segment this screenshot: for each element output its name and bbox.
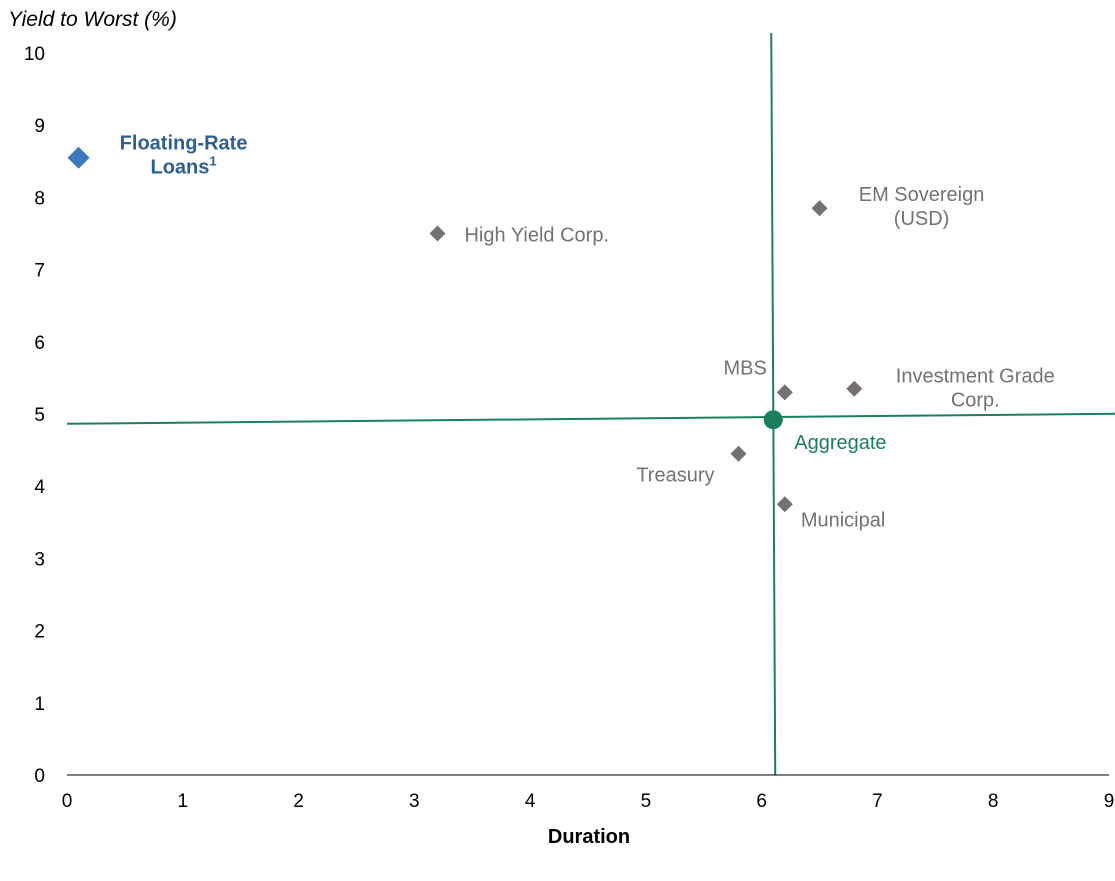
reference-line-horizontal [66,412,1115,425]
y-tick-label: 1 [34,694,45,715]
label-municipal: Municipal [801,509,885,531]
label-floating-rate-loans: Floating-Rate Loans1 [120,133,248,179]
y-tick-label: 7 [34,261,45,282]
y-axis-title: Yield to Worst (%) [8,8,177,31]
x-tick-label: 3 [409,791,420,812]
x-tick-labels: 0 1 2 3 4 5 6 7 8 9 [62,791,1115,812]
label-mbs: MBS [723,357,766,379]
x-tick-label: 1 [177,791,188,812]
x-tick-label: 0 [62,791,73,812]
x-tick-label: 5 [641,791,652,812]
x-tick-label: 6 [756,791,767,812]
y-tick-label: 4 [34,477,45,498]
x-tick-label: 9 [1104,791,1115,812]
label-high-yield-corp: High Yield Corp. [464,225,609,247]
y-tick-label: 0 [34,766,45,787]
y-tick-labels: 0 1 2 3 4 5 6 7 8 9 10 [24,44,46,787]
reference-lines [66,32,1115,776]
x-tick-label: 4 [525,791,536,812]
reference-line-vertical [770,32,777,776]
x-tick-label: 7 [872,791,883,812]
data-points [67,146,863,513]
y-tick-label: 8 [34,188,45,209]
point-high-yield-corp [429,225,446,242]
label-treasury: Treasury [636,465,714,487]
y-tick-label: 3 [34,549,45,570]
point-mbs [776,384,793,401]
point-floating-rate-loans [67,146,90,169]
point-labels: Floating-Rate Loans1 High Yield Corp. EM So… [120,133,1055,532]
label-investment-grade-corp: Investment Grade Corp. [896,366,1055,412]
x-axis-title: Duration [548,826,630,848]
point-investment-grade-corp [846,380,863,397]
label-aggregate: Aggregate [794,432,886,454]
y-tick-label: 5 [34,405,45,426]
y-tick-label: 2 [34,622,45,643]
x-tick-label: 8 [988,791,999,812]
point-municipal [776,496,793,513]
x-tick-label: 2 [293,791,304,812]
point-em-sovereign-usd [811,200,828,217]
y-tick-label: 10 [24,44,45,65]
y-tick-label: 9 [34,116,45,137]
label-em-sovereign-usd: EM Sovereign (USD) [859,184,985,230]
point-aggregate [763,410,783,430]
point-treasury [730,445,747,462]
y-tick-label: 6 [34,333,45,354]
